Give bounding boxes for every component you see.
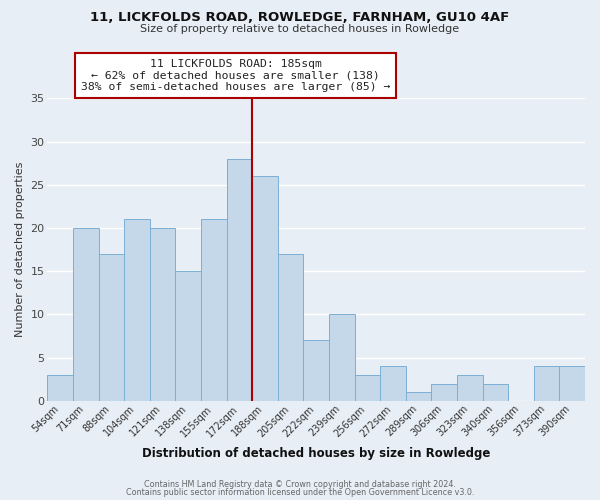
Text: Contains HM Land Registry data © Crown copyright and database right 2024.: Contains HM Land Registry data © Crown c… <box>144 480 456 489</box>
Bar <box>98 254 124 401</box>
Bar <box>431 384 457 401</box>
Y-axis label: Number of detached properties: Number of detached properties <box>15 162 25 338</box>
Text: 11 LICKFOLDS ROAD: 185sqm
← 62% of detached houses are smaller (138)
38% of semi: 11 LICKFOLDS ROAD: 185sqm ← 62% of detac… <box>81 59 390 92</box>
Bar <box>457 375 482 401</box>
Bar <box>559 366 585 401</box>
Bar <box>534 366 559 401</box>
Bar <box>47 375 73 401</box>
Bar <box>73 228 98 401</box>
Bar <box>329 314 355 401</box>
X-axis label: Distribution of detached houses by size in Rowledge: Distribution of detached houses by size … <box>142 447 490 460</box>
Text: Size of property relative to detached houses in Rowledge: Size of property relative to detached ho… <box>140 24 460 34</box>
Bar <box>406 392 431 401</box>
Bar <box>201 220 227 401</box>
Bar <box>355 375 380 401</box>
Bar <box>482 384 508 401</box>
Bar <box>304 340 329 401</box>
Bar <box>380 366 406 401</box>
Bar <box>278 254 304 401</box>
Bar <box>124 220 150 401</box>
Text: Contains public sector information licensed under the Open Government Licence v3: Contains public sector information licen… <box>126 488 474 497</box>
Text: 11, LICKFOLDS ROAD, ROWLEDGE, FARNHAM, GU10 4AF: 11, LICKFOLDS ROAD, ROWLEDGE, FARNHAM, G… <box>91 11 509 24</box>
Bar <box>227 159 252 401</box>
Bar <box>150 228 175 401</box>
Bar <box>175 271 201 401</box>
Bar <box>252 176 278 401</box>
